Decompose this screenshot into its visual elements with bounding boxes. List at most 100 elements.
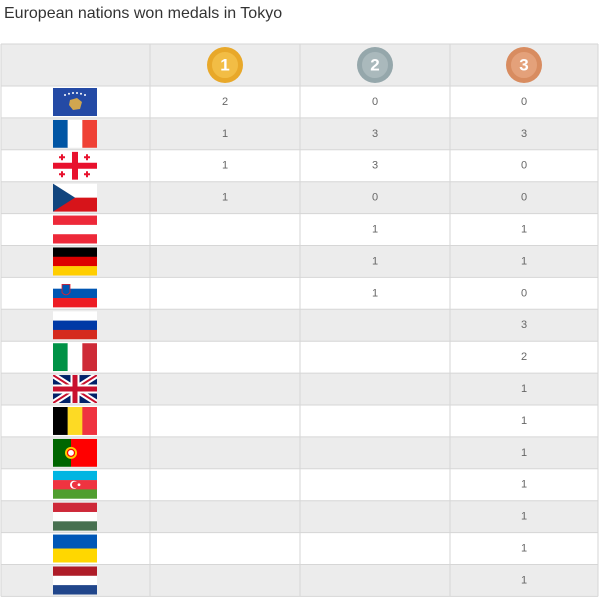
stripe <box>53 548 97 563</box>
medal-count: 0 <box>372 96 378 108</box>
flag <box>53 311 97 340</box>
stripe <box>53 288 97 299</box>
flag <box>53 534 97 563</box>
small-cross <box>59 156 65 159</box>
small-cross <box>59 173 65 176</box>
stripe <box>53 329 97 340</box>
flag <box>53 470 97 499</box>
medal-count: 1 <box>372 287 378 299</box>
medal-count: 1 <box>222 160 228 172</box>
medal-count: 1 <box>521 479 527 491</box>
stripe <box>82 406 97 435</box>
flag <box>53 375 97 404</box>
flag <box>53 566 97 595</box>
medal-count: 1 <box>521 415 527 427</box>
cross-red <box>53 375 97 404</box>
star <box>72 92 74 95</box>
stripe <box>53 234 97 244</box>
stripe <box>53 215 97 226</box>
small-cross <box>84 156 90 159</box>
medal-count: 1 <box>521 511 527 523</box>
flag <box>53 151 97 180</box>
medal-count: 1 <box>521 223 527 235</box>
map <box>69 97 82 110</box>
small-cross <box>84 173 90 176</box>
medal-count: 1 <box>521 255 527 267</box>
flag <box>53 215 97 244</box>
flag <box>53 279 97 308</box>
stripe <box>53 119 68 148</box>
medal-inner <box>361 51 389 79</box>
stripe <box>53 575 97 586</box>
flag <box>53 502 97 531</box>
flag <box>53 247 97 276</box>
stripe <box>53 279 97 289</box>
medal-count: 0 <box>372 192 378 204</box>
flag <box>53 406 97 435</box>
stripe <box>53 502 97 513</box>
stripe <box>53 534 97 549</box>
medal-count: 3 <box>372 160 378 172</box>
flag <box>53 343 97 372</box>
stripe <box>53 224 97 235</box>
medal-count: 1 <box>372 255 378 267</box>
stripe <box>53 438 71 467</box>
flag <box>53 87 97 116</box>
star <box>80 92 82 95</box>
star <box>68 92 70 95</box>
triangle <box>53 183 75 212</box>
medal-number: 3 <box>519 55 528 74</box>
star <box>76 92 78 95</box>
crescent-cut <box>71 481 79 489</box>
medal-number: 2 <box>370 55 379 74</box>
medal-count: 1 <box>372 223 378 235</box>
stripe <box>53 266 97 276</box>
stripe <box>53 566 97 576</box>
medal-count: 2 <box>222 96 228 108</box>
medal-count: 1 <box>521 447 527 459</box>
medal-count: 1 <box>521 542 527 554</box>
stripe <box>53 320 97 331</box>
stripe <box>53 343 68 372</box>
emblem-inner <box>66 448 76 457</box>
stripe <box>53 406 68 435</box>
medal-count: 0 <box>521 160 527 172</box>
stripe <box>53 298 97 308</box>
stripe <box>67 343 83 372</box>
stripe <box>53 470 97 481</box>
medal-count: 2 <box>521 351 527 363</box>
stripe <box>67 406 83 435</box>
stripe <box>53 489 97 499</box>
stripe <box>53 311 97 321</box>
medal-count: 1 <box>222 128 228 140</box>
title: European nations won medals in Tokyo <box>4 5 282 22</box>
stripe <box>53 585 97 595</box>
cross <box>53 162 97 169</box>
medal-count: 1 <box>521 383 527 395</box>
stripe <box>82 119 97 148</box>
medal-count: 1 <box>521 574 527 586</box>
medal-count: 3 <box>521 319 527 331</box>
star <box>77 483 81 487</box>
medal-inner <box>510 51 538 79</box>
medal-count: 0 <box>521 192 527 204</box>
flag <box>53 438 97 467</box>
medal-count: 1 <box>222 192 228 204</box>
medal-count: 0 <box>521 96 527 108</box>
stripe <box>53 511 97 522</box>
stripe <box>53 521 97 531</box>
medal-count: 3 <box>372 128 378 140</box>
stripe <box>82 343 97 372</box>
flag <box>53 183 97 212</box>
stripe <box>67 119 83 148</box>
stripe <box>53 247 97 257</box>
star <box>64 93 66 96</box>
medal-inner <box>211 51 239 79</box>
stripe <box>53 256 97 267</box>
medal-count: 3 <box>521 128 527 140</box>
medal-number: 1 <box>220 55 229 74</box>
medal-count: 0 <box>521 287 527 299</box>
flag <box>53 119 97 148</box>
